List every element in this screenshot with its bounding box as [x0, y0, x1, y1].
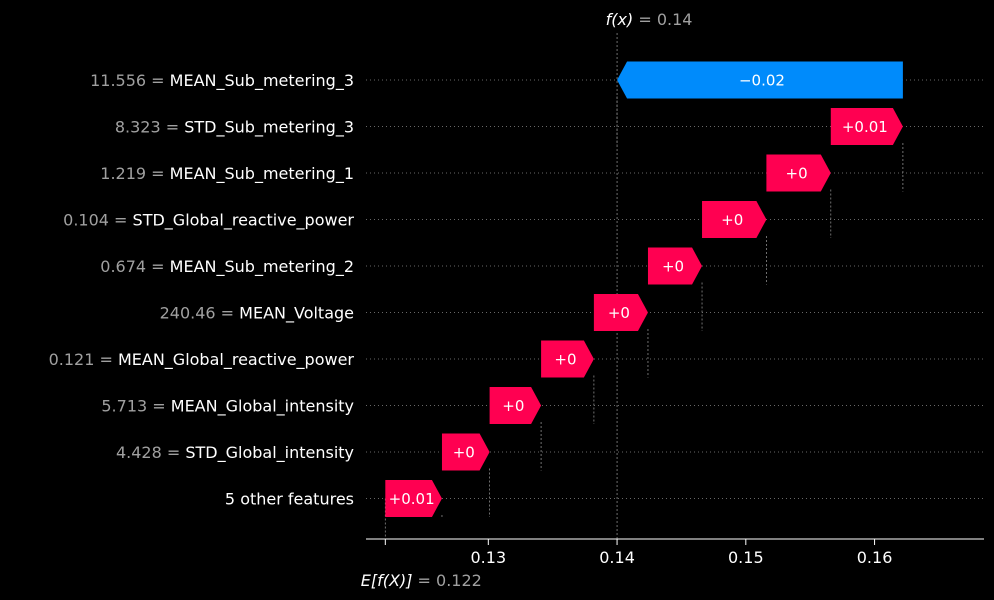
- feature-label: 0.104 = STD_Global_reactive_power: [63, 211, 354, 231]
- feature-name: STD_Global_intensity: [185, 443, 354, 463]
- feature-label: 5.713 = MEAN_Global_intensity: [101, 397, 354, 417]
- bars: −0.02 +0.01 +0 +0 +0 +0 +0 +0 +0 +0.01: [385, 61, 903, 517]
- positive-contribution-bar: [830, 108, 903, 145]
- feature-labels: 11.556 = MEAN_Sub_metering_3 8.323 = STD_…: [49, 71, 355, 509]
- connectors: [384, 33, 904, 539]
- feature-name: MEAN_Sub_metering_3: [170, 71, 354, 91]
- feature-name: STD_Global_reactive_power: [133, 211, 355, 231]
- positive-contribution-bar: [541, 340, 594, 378]
- bar-value-label: +0: [554, 351, 576, 369]
- bar-value-label: +0: [662, 258, 684, 276]
- bar-value-label: −0.02: [739, 72, 785, 90]
- bar-value-label: +0: [502, 397, 524, 415]
- expected-value-label: E[f(X)]: [361, 571, 413, 590]
- feature-label: 11.556 = MEAN_Sub_metering_3: [90, 71, 354, 91]
- bar-value-label: +0: [608, 304, 630, 322]
- fx-value: 0.14: [657, 10, 693, 29]
- expected-value-annotation: E[f(X)] = 0.122: [361, 571, 482, 590]
- bar-value-label: +0: [453, 444, 475, 462]
- fx-eq: =: [638, 10, 657, 29]
- bar-value-label: +0: [721, 211, 743, 229]
- feature-value: 240.46 =: [160, 304, 240, 323]
- positive-contribution-bar: [766, 154, 831, 192]
- fx-label: f(x): [606, 10, 634, 29]
- feature-name: MEAN_Voltage: [239, 304, 354, 324]
- feature-label: 0.121 = MEAN_Global_reactive_power: [49, 350, 355, 370]
- positive-contribution-bar: [489, 387, 542, 424]
- feature-value: 1.219 =: [100, 164, 169, 183]
- expected-value-eq: =: [418, 571, 437, 590]
- feature-name: MEAN_Global_intensity: [171, 397, 354, 417]
- feature-value: 0.674 =: [100, 257, 169, 276]
- bar-value-label: +0: [786, 165, 808, 183]
- feature-label: 4.428 = STD_Global_intensity: [116, 443, 354, 463]
- feature-label: 0.674 = MEAN_Sub_metering_2: [100, 257, 354, 277]
- x-tick-label: 0.14: [599, 548, 635, 567]
- feature-label: 8.323 = STD_Sub_metering_3: [115, 118, 354, 138]
- feature-label: 240.46 = MEAN_Voltage: [160, 304, 354, 324]
- feature-value: 0.104 =: [63, 211, 132, 230]
- annotations: f(x) = 0.14 E[f(X)] = 0.122: [361, 10, 693, 590]
- feature-value: 5.713 =: [101, 397, 170, 416]
- feature-label: 1.219 = MEAN_Sub_metering_1: [100, 164, 354, 184]
- negative-contribution-bar: [617, 61, 903, 99]
- fx-annotation: f(x) = 0.14: [606, 10, 693, 29]
- feature-value: 0.121 =: [49, 350, 118, 369]
- x-tick-label: 0.13: [471, 548, 507, 567]
- feature-name: MEAN_Sub_metering_1: [170, 164, 354, 184]
- positive-contribution-bar: [385, 480, 442, 517]
- feature-value: 4.428 =: [116, 443, 185, 462]
- feature-value: 11.556 =: [90, 71, 170, 90]
- expected-value-value: 0.122: [436, 571, 482, 590]
- positive-contribution-bar: [593, 294, 648, 331]
- feature-name: STD_Sub_metering_3: [184, 118, 354, 138]
- feature-name: 5 other features: [225, 490, 354, 509]
- x-tick-label: 0.15: [728, 548, 764, 567]
- x-axis: 0.13 0.14 0.15 0.16: [366, 538, 984, 567]
- feature-label: 5 other features: [225, 490, 354, 509]
- x-tick-label: 0.16: [857, 548, 893, 567]
- bar-value-label: +0.01: [389, 490, 435, 508]
- feature-value: 8.323 =: [115, 118, 184, 137]
- positive-contribution-bar: [702, 201, 767, 238]
- bar-value-label: +0.01: [842, 118, 888, 136]
- feature-name: MEAN_Global_reactive_power: [118, 350, 354, 370]
- positive-contribution-bar: [441, 433, 490, 471]
- positive-contribution-bar: [647, 247, 703, 285]
- feature-name: MEAN_Sub_metering_2: [170, 257, 354, 277]
